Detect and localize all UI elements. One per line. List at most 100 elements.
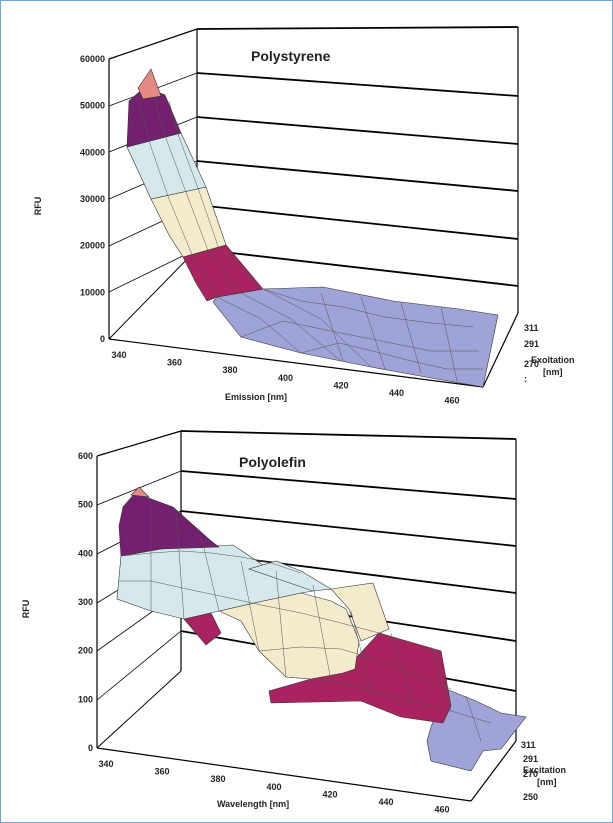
gridline-60000 <box>196 26 519 30</box>
x-tick-label: 460 <box>434 805 449 815</box>
gridline-10000 <box>196 248 519 287</box>
polyolefin-x-axis-label: Wavelength [nm] <box>217 799 289 809</box>
side-wall-top-edge <box>108 28 198 60</box>
z-tick-label: 291 <box>523 754 538 764</box>
polyolefin-y-axis-label: RFU <box>21 600 31 619</box>
mesh-line <box>240 320 479 352</box>
gridline-500 <box>180 470 517 500</box>
z-tick-label: 270 <box>523 769 538 779</box>
mesh-line <box>360 296 386 370</box>
mesh-line <box>300 342 483 370</box>
polystyrene-z-tick-labels: 311 291 270: <box>524 323 539 384</box>
polystyrene-surface <box>126 68 499 388</box>
gridline-50000 <box>196 72 519 97</box>
side-wall-top-edge <box>96 430 182 457</box>
surface-band-0-100 <box>426 688 527 772</box>
mesh-line <box>400 302 422 374</box>
z-tick-label: 291 <box>524 339 539 349</box>
mesh-line <box>430 646 452 712</box>
y-tick-label: 10000 <box>80 287 105 297</box>
z-tick-label: 311 <box>524 323 539 333</box>
z-tick-label: 250 <box>523 792 538 802</box>
x-tick-label: 340 <box>98 759 113 769</box>
y-tick-label: 200 <box>78 646 93 656</box>
polyolefin-y-tick-labels: 0 100 200 300 400 500 600 <box>78 451 93 753</box>
floor-left-edge <box>108 248 198 340</box>
mesh-line <box>175 510 185 620</box>
y-tick-label: 20000 <box>80 241 105 251</box>
gridline-400 <box>180 510 517 547</box>
y-tick-label: 100 <box>78 694 93 704</box>
mesh-line <box>312 584 332 682</box>
surface-mesh <box>119 501 492 742</box>
y-tick-label: 60000 <box>80 54 105 64</box>
gridline-40000 <box>196 116 519 145</box>
surface-band-300-400-right <box>248 560 332 592</box>
mesh-line <box>137 98 302 354</box>
surface-band-500-600 <box>130 486 150 498</box>
z-tick-label: 270 <box>524 359 539 369</box>
x-tick-label: 420 <box>322 789 337 799</box>
polyolefin-chart: 0 100 200 300 400 500 600 340 360 380 400 420 440 46… <box>21 430 566 815</box>
mesh-line <box>262 288 474 328</box>
mesh-line <box>275 570 287 678</box>
side-gridline-100 <box>96 630 182 701</box>
polystyrene-z-axis-label-line1: Exoltation <box>531 355 575 365</box>
polystyrene-z-axis-label-line2: [nm] <box>543 367 563 377</box>
polyolefin-z-axis-label-line2: [nm] <box>537 777 557 787</box>
polystyrene-x-tick-labels: 340 360 380 400 420 440 460 <box>111 350 459 406</box>
mesh-line <box>119 580 380 634</box>
y-tick-label: 600 <box>78 451 93 461</box>
polyolefin-surface <box>116 486 527 772</box>
polyolefin-title: Polyolefin <box>239 454 306 470</box>
floor-right-edge <box>470 740 517 802</box>
mesh-line <box>200 535 220 612</box>
mesh-line <box>285 676 492 724</box>
x-tick-label: 460 <box>444 396 459 406</box>
polystyrene-y-tick-labels: 0 10000 20000 30000 40000 50000 60000 <box>80 54 105 344</box>
x-tick-label: 400 <box>278 373 293 383</box>
z-tick-label: : <box>524 374 527 384</box>
y-tick-label: 0 <box>100 334 105 344</box>
polystyrene-chart: 0 10000 20000 30000 40000 50000 60000 340 360 38… <box>33 26 575 406</box>
surface-band-200-300-right <box>330 582 390 642</box>
x-tick-label: 360 <box>167 358 182 368</box>
mesh-line <box>320 292 344 362</box>
polystyrene-title: Polystyrene <box>251 48 331 64</box>
mesh-line <box>465 695 482 742</box>
floor-left-edge <box>96 670 182 749</box>
floor-front-edge <box>108 338 484 388</box>
y-tick-label: 400 <box>78 548 93 558</box>
surface-band-400-500 <box>118 492 220 557</box>
mesh-line <box>240 560 260 652</box>
surface-band-50000-60000 <box>137 68 162 100</box>
gridline-20000 <box>196 204 519 240</box>
y-tick-label: 500 <box>78 500 93 510</box>
polyolefin-x-tick-labels: 340 360 380 400 420 440 460 <box>98 759 449 815</box>
x-tick-label: 360 <box>154 767 169 777</box>
floor-front-edge <box>96 747 472 802</box>
x-tick-label: 380 <box>210 774 225 784</box>
x-tick-label: 400 <box>266 782 281 792</box>
mesh-line <box>390 632 412 702</box>
z-tick-label: 311 <box>521 740 536 750</box>
mesh-line <box>350 610 372 692</box>
x-tick-label: 340 <box>111 350 126 360</box>
polyolefin-z-tick-labels: 311 291 270 250 <box>521 740 538 802</box>
gridline-600 <box>180 430 517 440</box>
mesh-line <box>168 100 372 368</box>
mesh-line <box>153 96 342 362</box>
x-tick-label: 440 <box>389 388 404 398</box>
floor-right-edge <box>482 312 519 388</box>
polyolefin-z-axis-label-line1: Excitation <box>523 765 566 775</box>
y-tick-label: 50000 <box>80 101 105 111</box>
mesh-line <box>440 306 458 382</box>
y-tick-label: 0 <box>88 743 93 753</box>
surface-mesh <box>137 96 483 382</box>
polystyrene-x-axis-label: Emission [nm] <box>225 392 287 402</box>
x-tick-label: 440 <box>378 797 393 807</box>
y-tick-label: 40000 <box>80 147 105 157</box>
y-tick-label: 300 <box>78 597 93 607</box>
polystyrene-y-axis-label: RFU <box>33 197 43 216</box>
